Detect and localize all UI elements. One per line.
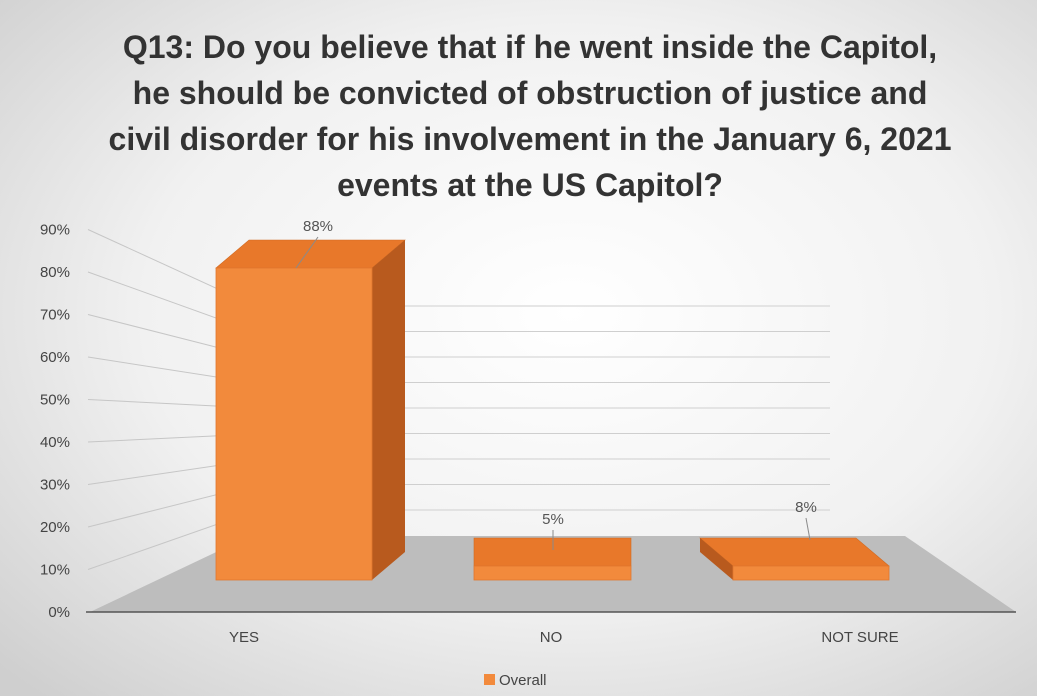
title-line-1: Q13: Do you believe that if he went insi… — [123, 29, 937, 65]
bar — [732, 565, 890, 581]
chart-title: Q13: Do you believe that if he went insi… — [109, 29, 952, 203]
data-label: 88% — [303, 218, 333, 235]
bar-side — [372, 240, 405, 580]
x-category-label: NOT SURE — [821, 629, 898, 646]
legend: Overall — [484, 672, 547, 689]
data-label: 8% — [795, 499, 817, 516]
y-tick-label: 0% — [48, 604, 70, 621]
bar — [473, 565, 632, 581]
bar-side — [700, 538, 733, 580]
x-category-label: YES — [229, 629, 259, 646]
data-label-leader — [295, 236, 319, 269]
title-line-3: civil disorder for his involvement in th… — [109, 121, 952, 157]
plot-area: 0% 10% 20% 30% 40% 50% 60% 70% 80% 90% 88% YES 5% NO 8… — [40, 218, 1016, 646]
title-line-2: he should be convicted of obstruction of… — [133, 75, 928, 111]
bar-top — [215, 239, 406, 269]
data-label: 5% — [542, 511, 564, 528]
y-tick-label: 40% — [40, 434, 70, 451]
bar-top — [699, 537, 890, 567]
legend-swatch — [484, 674, 495, 685]
y-tick-label: 50% — [40, 392, 70, 409]
x-category-label: NO — [540, 629, 563, 646]
legend-label: Overall — [499, 672, 547, 689]
bar — [215, 267, 373, 581]
y-tick-label: 30% — [40, 477, 70, 494]
y-tick-label: 90% — [40, 222, 70, 239]
title-line-4: events at the US Capitol? — [337, 167, 723, 203]
y-tick-label: 80% — [40, 264, 70, 281]
data-label-leader — [805, 517, 811, 541]
y-tick-label: 60% — [40, 349, 70, 366]
y-tick-label: 10% — [40, 562, 70, 579]
y-tick-label: 70% — [40, 307, 70, 324]
y-tick-label: 20% — [40, 519, 70, 536]
